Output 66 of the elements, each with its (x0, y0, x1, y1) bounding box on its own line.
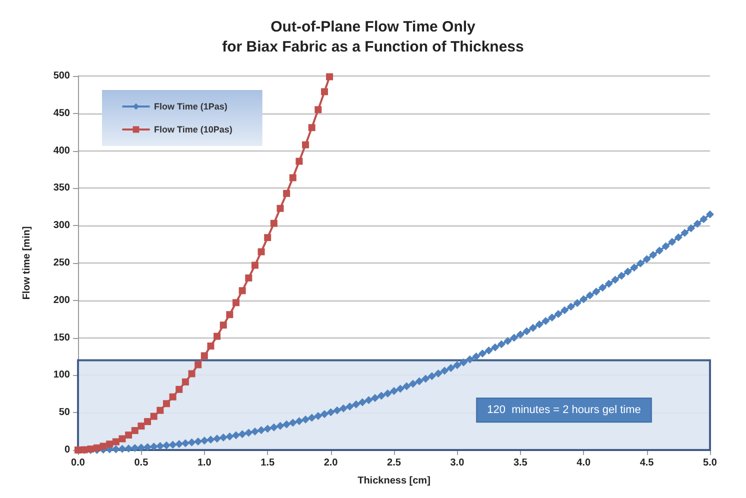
point (125, 432, 132, 439)
x-tick-label: 3.5 (513, 458, 528, 468)
point (220, 322, 227, 329)
y-tick-label: 500 (53, 70, 70, 82)
point (188, 370, 196, 378)
point (258, 248, 265, 256)
x-tick-label: 4.0 (576, 458, 591, 468)
point (320, 88, 328, 96)
point (93, 444, 100, 452)
point (138, 422, 145, 430)
point (100, 442, 107, 450)
x-axis-title: Thickness [cm] (358, 476, 430, 486)
point (264, 234, 272, 242)
point (182, 378, 189, 386)
point (176, 386, 183, 393)
x-tick-label: 0.5 (134, 458, 149, 468)
y-tick-label: 400 (53, 145, 70, 156)
y-tick-label: 300 (53, 220, 70, 232)
y-tick-label: 450 (53, 108, 70, 119)
legend-label: Flow Time (10Pas) (154, 124, 232, 134)
point (131, 427, 138, 434)
x-tick-label: 4.5 (640, 458, 654, 468)
x-tick-label: 0.0 (71, 458, 86, 468)
point (162, 400, 170, 408)
x-tick-label: 3.0 (450, 458, 465, 468)
y-axis-title: Flow time [min] (22, 226, 32, 300)
y-tick-label: 350 (53, 182, 70, 194)
point (326, 73, 334, 80)
band-label: 120 minutes = 2 hours gel time (487, 404, 641, 416)
x-tick-label: 2.5 (387, 458, 402, 468)
point (200, 352, 208, 360)
point (296, 158, 303, 165)
point (112, 438, 120, 446)
point (238, 287, 246, 294)
point (194, 361, 202, 368)
point (314, 106, 322, 114)
point (270, 220, 278, 227)
chart-title: Out-of-Plane Flow Time Only for Biax Fabric as a Function of Thickness (222, 18, 524, 56)
point (169, 393, 176, 400)
point (156, 406, 164, 414)
point (207, 342, 214, 350)
point (232, 299, 240, 306)
y-tick-label: 200 (53, 294, 70, 306)
x-tick-label: 2.0 (324, 458, 338, 468)
point (150, 412, 158, 420)
point (226, 311, 234, 318)
x-tick-label: 1.0 (197, 458, 212, 468)
point (245, 274, 252, 282)
point (118, 435, 126, 442)
point (251, 262, 258, 269)
point (283, 190, 290, 197)
point (302, 141, 310, 148)
y-tick-label: 50 (58, 407, 70, 418)
point (289, 174, 296, 182)
x-tick-label: 1.5 (260, 458, 275, 468)
y-tick-label: 250 (53, 258, 70, 268)
point (106, 440, 114, 448)
point (276, 204, 284, 212)
point (308, 124, 316, 132)
y-tick-label: 0 (64, 444, 70, 456)
legend-label: Flow Time (1Pas) (154, 102, 228, 112)
point (144, 418, 152, 426)
y-tick-label: 150 (53, 332, 70, 344)
point (214, 332, 221, 340)
y-tick-label: 100 (53, 370, 70, 381)
x-tick-label: 5.0 (703, 458, 718, 468)
